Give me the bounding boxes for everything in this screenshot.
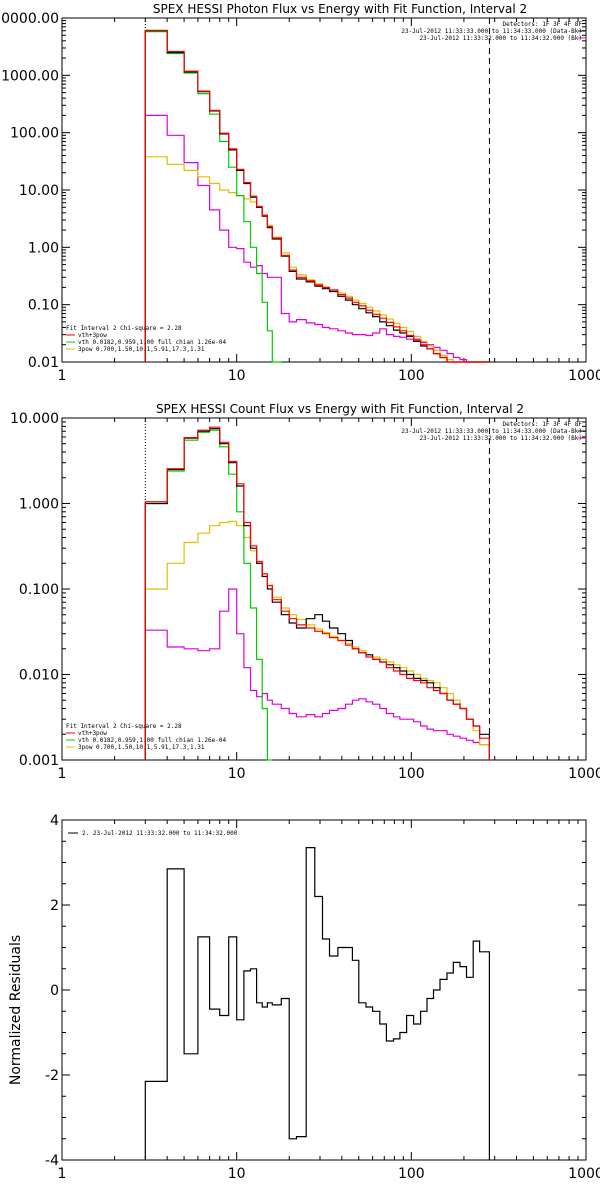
plot-frame — [61, 819, 587, 1161]
top-right-legend-line: 23-Jul-2012 11:33:33.000 to 11:34:33.000… — [401, 428, 582, 435]
top-right-legend-line: Detectors: 1F 3F 4F 8F — [503, 421, 583, 428]
photon-flux-panel: SPEX HESSI Photon Flux vs Energy with Fi… — [0, 2, 600, 384]
y-tick-label: -4 — [45, 1153, 59, 1169]
x-tick-label: 1 — [58, 1166, 67, 1182]
photon-chart-title: SPEX HESSI Photon Flux vs Energy with Fi… — [153, 2, 527, 16]
fit-legend-item: vth+3pow — [78, 730, 107, 737]
y-tick-label: 1000.00 — [1, 68, 59, 84]
y-tick-label: 100.00 — [10, 126, 59, 142]
fit-legend-item: vth 0.0182,0.959,1.00 full chian 1.26e-0… — [78, 339, 226, 346]
series-data — [144, 30, 490, 363]
top-right-legend-line: 23-Jul-2012 11:33:33.000 to 11:34:33.000… — [401, 28, 582, 35]
top-right-legend-line: 23-Jul-2012 11:33:32.000 to 11:34:32.000… — [419, 435, 582, 442]
residuals-panel: Normalized Residuals 1 10 100 1000 -4 -2 0 2 4 2.… — [8, 813, 600, 1182]
fit-legend-item: 3pow 0.700,1.50,10.1,5.91,17.3,1.31 — [78, 744, 205, 751]
y-tick-label: 10.000 — [10, 411, 59, 427]
x-tick-label: 10 — [228, 766, 246, 782]
y-tick-label: 0.01 — [28, 355, 59, 371]
series-vth — [144, 429, 273, 761]
y-tick-label: 10.00 — [19, 183, 59, 199]
plot-frame — [61, 417, 587, 761]
y-tick-label: 1.000 — [19, 497, 59, 513]
fit-legend-item: 3pow 0.700,1.50,10.1,5.91,17.3,1.31 — [78, 346, 205, 353]
fit-legend-item: vth+3pow — [78, 332, 107, 339]
y-tick-label: 0.100 — [19, 582, 59, 598]
y-tick-label: 2 — [50, 898, 59, 914]
series-3pow — [144, 520, 490, 760]
x-tick-label: 100 — [398, 1166, 425, 1182]
y-tick-label: 4 — [50, 813, 59, 829]
count-chart-title: SPEX HESSI Count Flux vs Energy with Fit… — [156, 402, 524, 416]
series-vth — [144, 31, 282, 363]
x-tick-label: 1000 — [568, 1166, 600, 1182]
x-tick-label: 100 — [398, 766, 425, 782]
y-tick-label: 0.10 — [28, 298, 59, 314]
y-tick-label: 0.010 — [19, 668, 59, 684]
plot-frame — [61, 17, 587, 363]
x-tick-label: 1 — [58, 368, 67, 384]
series-vth-3pow — [144, 29, 490, 363]
fit-legend-item: vth 0.0182,0.959,1.00 full chian 1.26e-0… — [78, 737, 226, 744]
x-tick-label: 1000 — [568, 368, 600, 384]
y-tick-label: 0.001 — [19, 753, 59, 769]
fit-legend-header: Fit Interval 2 Chi-square = 2.28 — [66, 325, 182, 332]
residual-legend-text: 2. 23-Jul-2012 11:33:32.000 to 11:34:32.… — [82, 830, 238, 837]
x-tick-label: 10 — [228, 368, 246, 384]
series-residuals — [144, 847, 490, 1160]
fit-legend-header: Fit Interval 2 Chi-square = 2.28 — [66, 723, 182, 730]
top-right-legend-line: 23-Jul-2012 11:33:32.000 to 11:34:32.000… — [419, 35, 582, 42]
x-tick-label: 1000 — [568, 766, 600, 782]
y-tick-label: 1.00 — [28, 240, 59, 256]
x-tick-label: 1 — [58, 766, 67, 782]
top-right-legend-line: Detectors: 1F 3F 4F 8F — [503, 21, 583, 28]
series-bk — [144, 114, 490, 363]
series-3pow — [144, 156, 490, 363]
series-data — [144, 428, 490, 760]
series-vth-3pow — [144, 426, 490, 760]
x-tick-label: 10 — [228, 1166, 246, 1182]
residuals-y-axis-label: Normalized Residuals — [8, 935, 24, 1085]
x-tick-label: 100 — [398, 368, 425, 384]
y-tick-label: 0 — [50, 983, 59, 999]
y-tick-label: -2 — [45, 1068, 59, 1084]
series-bk — [144, 588, 490, 760]
count-flux-panel: SPEX HESSI Count Flux vs Energy with Fit… — [10, 402, 600, 782]
